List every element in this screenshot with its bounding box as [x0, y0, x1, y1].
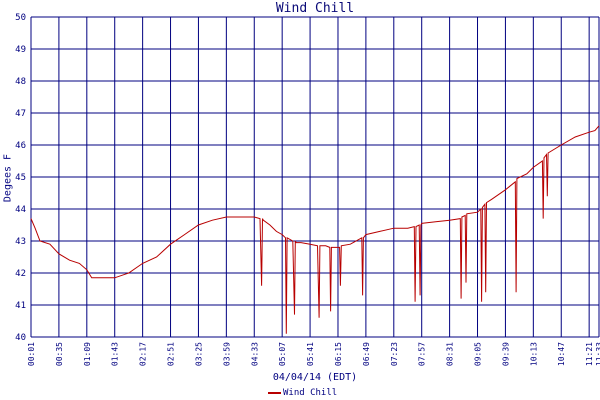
chart-title: Wind Chill [275, 1, 355, 16]
x-tick-label: 02:51 [167, 342, 176, 366]
y-tick-labels: 40 41 42 43 44 45 46 47 48 49 50 [15, 13, 26, 343]
y-tick-label: 45 [15, 173, 26, 183]
y-tick-label: 41 [15, 301, 26, 311]
x-tick-label: 06:15 [334, 342, 343, 366]
x-tick-labels: 00:01 00:35 01:09 01:43 02:17 02:51 03:25 03:59… [27, 342, 600, 366]
y-tick-label: 44 [15, 205, 26, 215]
x-tick-label: 03:25 [194, 342, 203, 366]
x-tick-label: 01:43 [111, 342, 120, 366]
x-tick-label: 07:57 [418, 342, 427, 366]
x-tick-label: 01:09 [83, 342, 92, 366]
x-tick-label: 10:47 [557, 342, 566, 366]
y-tick-label: 46 [15, 141, 26, 151]
x-tick-label: 05:41 [306, 342, 315, 366]
y-axis-label: Degees F [2, 153, 14, 203]
x-tick-label: 10:13 [529, 342, 538, 366]
x-tick-label: 09:05 [474, 342, 483, 366]
y-tick-label: 48 [15, 77, 26, 87]
y-tick-label: 47 [15, 109, 26, 119]
x-tick-label: 04:33 [250, 342, 259, 366]
series-line-wind-chill [30, 125, 600, 334]
x-tick-label: 03:59 [222, 342, 231, 366]
x-tick-label: 11:33 [595, 342, 600, 366]
y-tick-label: 40 [15, 333, 26, 343]
x-tick-label: 07:23 [390, 342, 399, 366]
legend-swatch [268, 392, 281, 394]
x-axis-label: 04/04/14 (EDT) [272, 372, 358, 383]
x-tick-label: 06:49 [362, 342, 371, 366]
x-tick-label: 11:21 [585, 342, 594, 366]
y-tick-label: 43 [15, 237, 26, 247]
legend-label: Wind Chill [283, 388, 338, 398]
x-tick-label: 00:35 [55, 342, 64, 366]
x-tick-label: 09:39 [501, 342, 510, 366]
legend: Wind Chill [268, 388, 337, 398]
x-tick-label: 00:01 [27, 342, 36, 366]
y-tick-label: 49 [15, 45, 26, 55]
x-tick-label: 08:31 [446, 342, 455, 366]
y-tick-label: 50 [15, 13, 26, 23]
x-tick-label: 02:17 [139, 342, 148, 366]
x-tick-label: 05:07 [278, 342, 287, 366]
y-tick-label: 42 [15, 269, 26, 279]
grid-lines [30, 16, 600, 338]
